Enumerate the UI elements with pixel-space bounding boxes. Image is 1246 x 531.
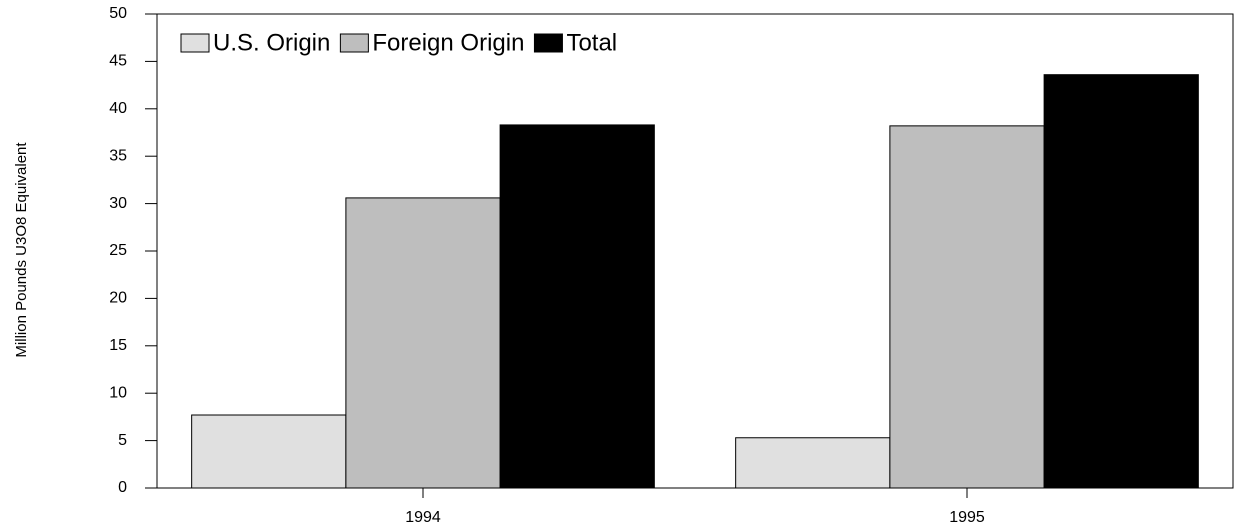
legend-swatch	[180, 33, 210, 53]
x-tick-label: 1994	[405, 509, 441, 526]
y-tick-label: 25	[109, 242, 127, 259]
legend-label: Foreign Origin	[372, 29, 524, 56]
bar	[1043, 74, 1199, 489]
legend-swatch	[533, 33, 563, 53]
x-tick-label: 1995	[949, 509, 985, 526]
y-tick-label: 45	[109, 53, 127, 70]
y-tick-label: 40	[109, 100, 127, 117]
y-tick-label: 0	[118, 479, 127, 496]
legend-label: U.S. Origin	[213, 29, 330, 56]
y-tick-label: 20	[109, 290, 127, 307]
plot-frame	[156, 13, 1234, 489]
bar	[889, 125, 1045, 489]
y-tick-label: 10	[109, 384, 127, 401]
bar	[735, 437, 891, 489]
legend-label: Total	[566, 29, 617, 56]
y-tick-label: 30	[109, 195, 127, 212]
bar	[499, 124, 655, 489]
y-axis-label: Million Pounds U3O8 Equivalent	[13, 142, 30, 358]
y-tick-label: 5	[118, 432, 127, 449]
legend-swatch	[339, 33, 369, 53]
bar	[191, 414, 347, 489]
bar	[345, 197, 501, 489]
y-tick-label: 35	[109, 147, 127, 164]
y-tick-label: 15	[109, 337, 127, 354]
y-tick-label: 50	[109, 5, 127, 22]
